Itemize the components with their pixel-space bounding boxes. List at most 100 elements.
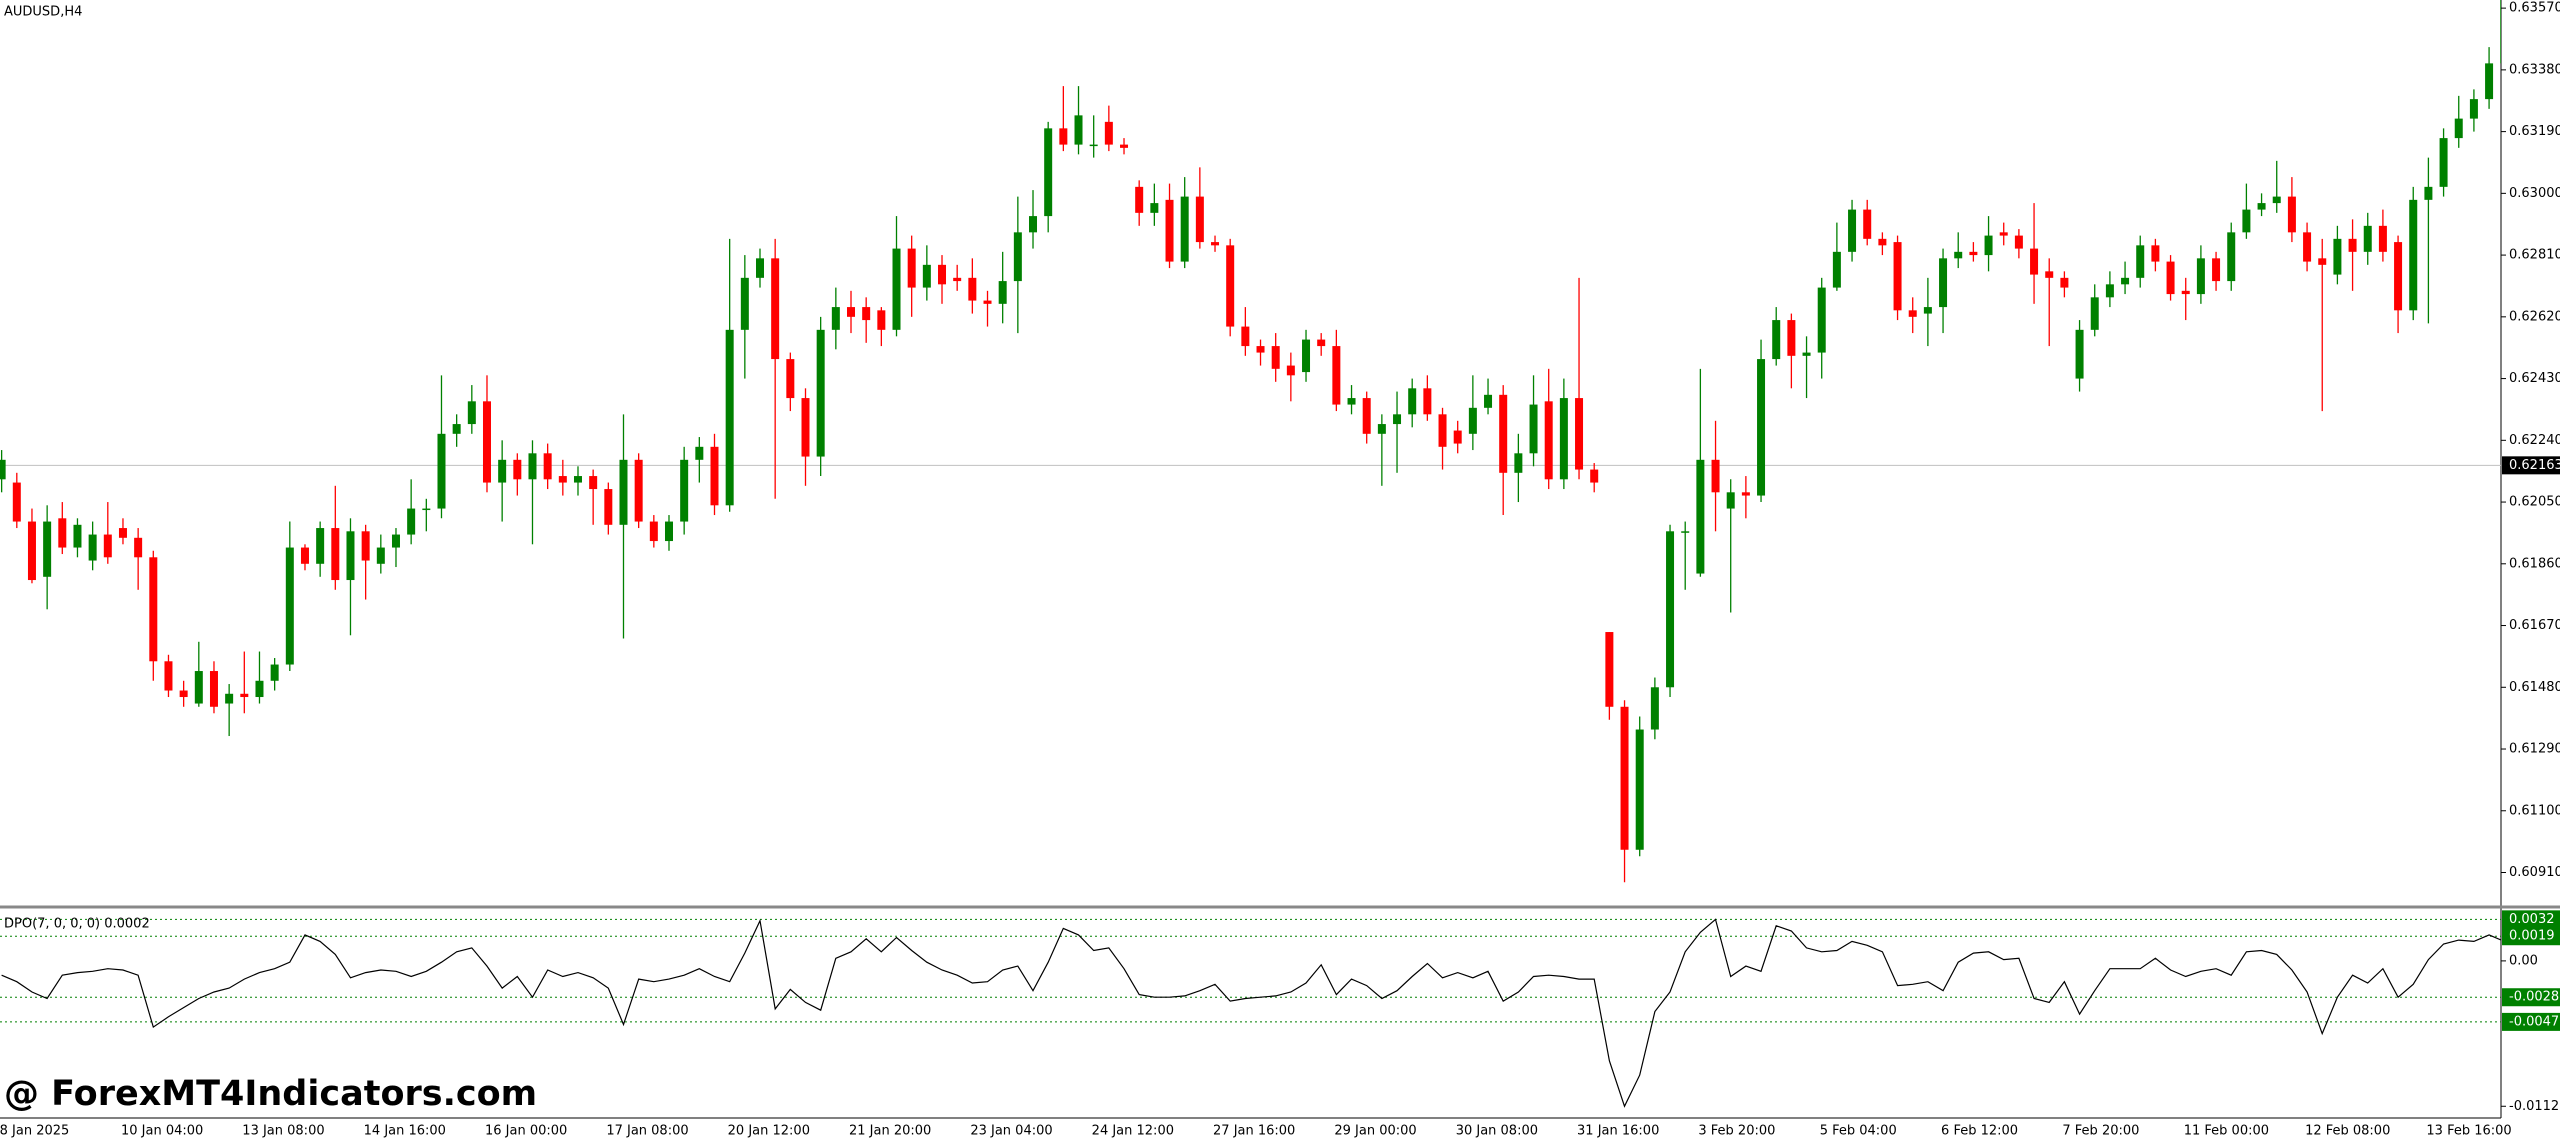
candle-body xyxy=(528,453,537,480)
candle-body xyxy=(1666,531,1675,688)
candle-body xyxy=(2060,277,2069,288)
candle-body xyxy=(1377,424,1386,434)
candle-body xyxy=(1393,414,1402,425)
candle-body xyxy=(482,401,491,483)
candle-body xyxy=(1544,401,1553,480)
candle-body xyxy=(1711,459,1720,493)
candle-body xyxy=(589,476,598,490)
candle-body xyxy=(619,459,628,525)
candle-body xyxy=(2469,99,2478,119)
candle-body xyxy=(1923,307,1932,314)
candle-body xyxy=(1726,492,1735,509)
candle-body xyxy=(2363,225,2372,252)
main-plot xyxy=(0,0,2501,883)
candle-body xyxy=(255,680,264,698)
candle-body xyxy=(1302,339,1311,373)
candle-body xyxy=(2227,232,2236,282)
candle-body xyxy=(2394,242,2403,311)
candle-body xyxy=(1484,394,1493,408)
candle-body xyxy=(1332,346,1341,405)
indicator-title: DPO(7, 0, 0, 0) 0.0002 xyxy=(4,917,150,932)
candle-body xyxy=(1696,459,1705,574)
chart-title: AUDUSD,H4 xyxy=(4,5,82,20)
candle-body xyxy=(1559,398,1568,480)
candle-body xyxy=(103,534,112,558)
candle-body xyxy=(558,476,567,483)
candle-body xyxy=(2242,209,2251,233)
price-label: 0.62163 xyxy=(2509,458,2560,473)
candle-body xyxy=(2136,245,2145,278)
candle-body xyxy=(998,281,1007,304)
candle-body xyxy=(1408,388,1417,415)
candle-body xyxy=(422,508,431,511)
candle-body xyxy=(634,459,643,522)
candle-body xyxy=(1286,365,1295,376)
candle-body xyxy=(331,528,340,581)
candle-body xyxy=(2166,261,2175,295)
candle-body xyxy=(922,264,931,288)
candle-body xyxy=(1241,326,1250,347)
x-tick-label: 31 Jan 16:00 xyxy=(1577,1124,1659,1139)
level-label-box xyxy=(2502,988,2560,1007)
candle-body xyxy=(938,264,947,285)
level-label: -0.0047 xyxy=(2509,1014,2559,1029)
candle-body xyxy=(756,258,764,278)
candle-body xyxy=(376,547,385,564)
candle-body xyxy=(1074,115,1083,145)
x-tick-label: 3 Feb 20:00 xyxy=(1698,1124,1775,1139)
candle-body xyxy=(1575,398,1584,470)
candle-body xyxy=(2030,248,2039,275)
candle-body xyxy=(391,534,400,548)
y-tick-label: 0.61480 xyxy=(2509,680,2560,695)
candle-body xyxy=(2090,297,2099,330)
candle-body xyxy=(2454,118,2463,139)
candle-body xyxy=(1317,339,1326,347)
candle-body xyxy=(1650,687,1659,730)
candle-body xyxy=(1150,203,1159,213)
x-tick-label: 13 Jan 08:00 xyxy=(242,1124,324,1139)
candle-body xyxy=(2303,232,2312,262)
candle-body xyxy=(680,459,689,522)
y-tick-label: 0.61670 xyxy=(2509,618,2560,633)
candle-body xyxy=(73,524,82,548)
candle-body xyxy=(907,248,916,288)
candle-body xyxy=(1999,232,2008,236)
candle-body xyxy=(1438,414,1447,447)
candle-body xyxy=(1848,209,1857,252)
y-tick-label: 0.62810 xyxy=(2509,248,2560,263)
candle-body xyxy=(513,459,522,480)
x-tick-label: 7 Feb 20:00 xyxy=(2062,1124,2139,1139)
candle-body xyxy=(1089,144,1098,147)
y-tick-label: 0.62050 xyxy=(2509,495,2560,510)
candle-body xyxy=(1529,404,1538,454)
x-tick-label: 14 Jan 16:00 xyxy=(364,1124,446,1139)
y-tick-label: 0.63380 xyxy=(2509,62,2560,77)
candle-body xyxy=(149,557,158,662)
candle-body xyxy=(1832,251,1841,288)
level-label: 0.0019 xyxy=(2509,929,2555,944)
candle-body xyxy=(88,534,97,561)
candle-body xyxy=(1271,346,1280,369)
candle-body xyxy=(2424,186,2433,200)
candle-body xyxy=(194,671,203,704)
price-label-box xyxy=(2502,456,2560,475)
candle-body xyxy=(2151,245,2160,262)
candle-body xyxy=(1969,251,1978,256)
candle-body xyxy=(1165,199,1174,262)
candle-body xyxy=(1059,128,1068,145)
candle-body xyxy=(2333,238,2342,275)
candle-body xyxy=(407,508,416,535)
watermark: @ ForexMT4Indicators.com xyxy=(4,1074,537,1114)
x-tick-label: 13 Feb 16:00 xyxy=(2426,1124,2511,1139)
candle-body xyxy=(649,521,658,542)
y-tick-label: 0.62430 xyxy=(2509,371,2560,386)
candle-body xyxy=(983,300,992,304)
candle-body xyxy=(58,518,67,548)
y-tick-label: 0.61100 xyxy=(2509,803,2560,818)
candle-body xyxy=(968,277,977,301)
x-tick-label: 11 Feb 00:00 xyxy=(2184,1124,2269,1139)
candle-body xyxy=(27,521,36,581)
level-label-box xyxy=(2502,1012,2560,1031)
